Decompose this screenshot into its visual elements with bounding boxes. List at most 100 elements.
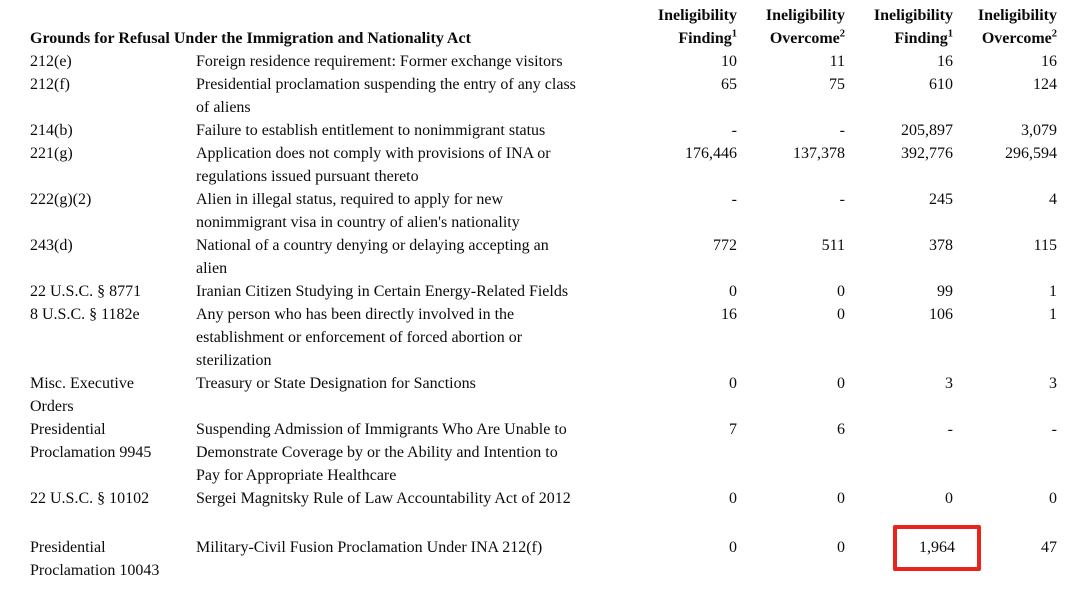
row-value: 16 — [1041, 53, 1057, 70]
row-value: 16 — [721, 306, 737, 323]
row-code: Presidential Proclamation 10043 — [30, 539, 160, 579]
row-code: Presidential Proclamation 9945 — [30, 421, 152, 461]
row-value: 137,378 — [793, 145, 845, 162]
row-value: 6 — [837, 421, 845, 438]
row-code: 212(e) — [30, 53, 72, 70]
row-value: 47 — [1041, 539, 1057, 556]
table-row: 8 U.S.C. § 1182e Any person who has been… — [30, 303, 1057, 372]
table-header: Grounds for Refusal Under the Immigratio… — [30, 4, 1057, 50]
row-description: Application does not comply with provisi… — [196, 145, 551, 185]
row-description: National of a country denying or delayin… — [196, 237, 549, 277]
column-header-line2: Finding — [678, 30, 732, 47]
row-value: 1,964 — [845, 525, 981, 571]
row-value: 0 — [1049, 490, 1057, 507]
row-value: 75 — [829, 76, 845, 93]
row-value: 0 — [837, 375, 845, 392]
column-header-line2: Overcome — [981, 30, 1052, 47]
row-value: 245 — [929, 191, 953, 208]
row-value: 0 — [837, 306, 845, 323]
row-value: 3 — [945, 375, 953, 392]
table-row: 212(e) Foreign residence requirement: Fo… — [30, 50, 1057, 73]
row-value: 106 — [929, 306, 953, 323]
row-value: 3,079 — [1021, 122, 1057, 139]
table-row: 214(b) Failure to establish entitlement … — [30, 119, 1057, 142]
row-value: 0 — [729, 539, 737, 556]
row-value: - — [839, 191, 845, 208]
row-description: Treasury or State Designation for Sancti… — [196, 375, 476, 392]
row-value: 772 — [713, 237, 737, 254]
row-value: 115 — [1033, 237, 1057, 254]
table-row: 243(d) National of a country denying or … — [30, 234, 1057, 280]
column-header-overcome-1: Ineligibility Overcome2 — [737, 4, 845, 50]
highlight-box: 1,964 — [893, 525, 981, 571]
table-row: 22 U.S.C. § 8771 Iranian Citizen Studyin… — [30, 280, 1057, 303]
table-row: 222(g)(2) Alien in illegal status, requi… — [30, 188, 1057, 234]
row-value: - — [731, 191, 737, 208]
row-value: 0 — [729, 375, 737, 392]
column-header-line1: Ineligibility — [657, 7, 737, 24]
row-code: 221(g) — [30, 145, 73, 162]
row-code: 243(d) — [30, 237, 73, 254]
table-row: 212(f) Presidential proclamation suspend… — [30, 73, 1057, 119]
row-code: 8 U.S.C. § 1182e — [30, 306, 140, 323]
row-value: 7 — [729, 421, 737, 438]
row-description: Presidential proclamation suspending the… — [196, 76, 576, 116]
row-value: 99 — [937, 283, 953, 300]
table-row: Misc. Executive Orders Treasury or State… — [30, 372, 1057, 418]
column-header-finding-1: Ineligibility Finding1 — [630, 4, 737, 50]
row-value: - — [947, 421, 953, 438]
row-value: 10 — [721, 53, 737, 70]
row-description: Alien in illegal status, required to app… — [196, 191, 520, 231]
table-row: 221(g) Application does not comply with … — [30, 142, 1057, 188]
footnote-marker: 1 — [731, 28, 737, 40]
table-row: 22 U.S.C. § 10102 Sergei Magnitsky Rule … — [30, 487, 1057, 510]
row-description: Iranian Citizen Studying in Certain Ener… — [196, 283, 569, 300]
row-description: Failure to establish entitlement to noni… — [196, 122, 546, 139]
row-value: 392,776 — [901, 145, 953, 162]
row-value: - — [731, 122, 737, 139]
row-value: 0 — [729, 490, 737, 507]
table-rows: 212(e) Foreign residence requirement: Fo… — [30, 50, 1057, 582]
row-value: 205,897 — [901, 122, 953, 139]
row-description: Foreign residence requirement: Former ex… — [196, 53, 563, 70]
row-value: 1 — [1049, 283, 1057, 300]
column-header-overcome-2: Ineligibility Overcome2 — [953, 4, 1057, 50]
footnote-marker: 2 — [839, 28, 845, 40]
row-value: - — [839, 122, 845, 139]
table-row: Presidential Proclamation 10043 Military… — [30, 525, 1057, 582]
column-header-line1: Ineligibility — [977, 7, 1057, 24]
column-header-line2: Overcome — [769, 30, 840, 47]
row-description: Any person who has been directly involve… — [196, 306, 523, 369]
row-value: 3 — [1049, 375, 1057, 392]
row-value: 124 — [1033, 76, 1057, 93]
row-code: 22 U.S.C. § 10102 — [30, 490, 150, 507]
row-description: Sergei Magnitsky Rule of Law Accountabil… — [196, 490, 571, 507]
row-value: 16 — [937, 53, 953, 70]
row-value: 0 — [837, 283, 845, 300]
row-value: 610 — [929, 76, 953, 93]
table-title: Grounds for Refusal Under the Immigratio… — [30, 30, 471, 47]
row-code: 222(g)(2) — [30, 191, 92, 208]
row-value: 0 — [837, 539, 845, 556]
row-code: 214(b) — [30, 122, 73, 139]
row-code: 22 U.S.C. § 8771 — [30, 283, 142, 300]
row-value: 65 — [721, 76, 737, 93]
row-value: - — [1051, 421, 1057, 438]
row-description: Suspending Admission of Immigrants Who A… — [196, 421, 567, 484]
row-value: 176,446 — [685, 145, 737, 162]
row-value: 0 — [837, 490, 845, 507]
row-description: Military-Civil Fusion Proclamation Under… — [196, 539, 543, 556]
row-value: 296,594 — [1005, 145, 1057, 162]
row-value: 511 — [821, 237, 845, 254]
footnote-marker: 1 — [947, 28, 953, 40]
column-header-line1: Ineligibility — [873, 7, 953, 24]
row-value: 1 — [1049, 306, 1057, 323]
row-value: 378 — [929, 237, 953, 254]
footnote-marker: 2 — [1051, 28, 1057, 40]
row-value: 11 — [829, 53, 845, 70]
row-value: 0 — [945, 490, 953, 507]
column-header-line2: Finding — [894, 30, 948, 47]
row-value: 4 — [1049, 191, 1057, 208]
table-row: Presidential Proclamation 9945 Suspendin… — [30, 418, 1057, 487]
